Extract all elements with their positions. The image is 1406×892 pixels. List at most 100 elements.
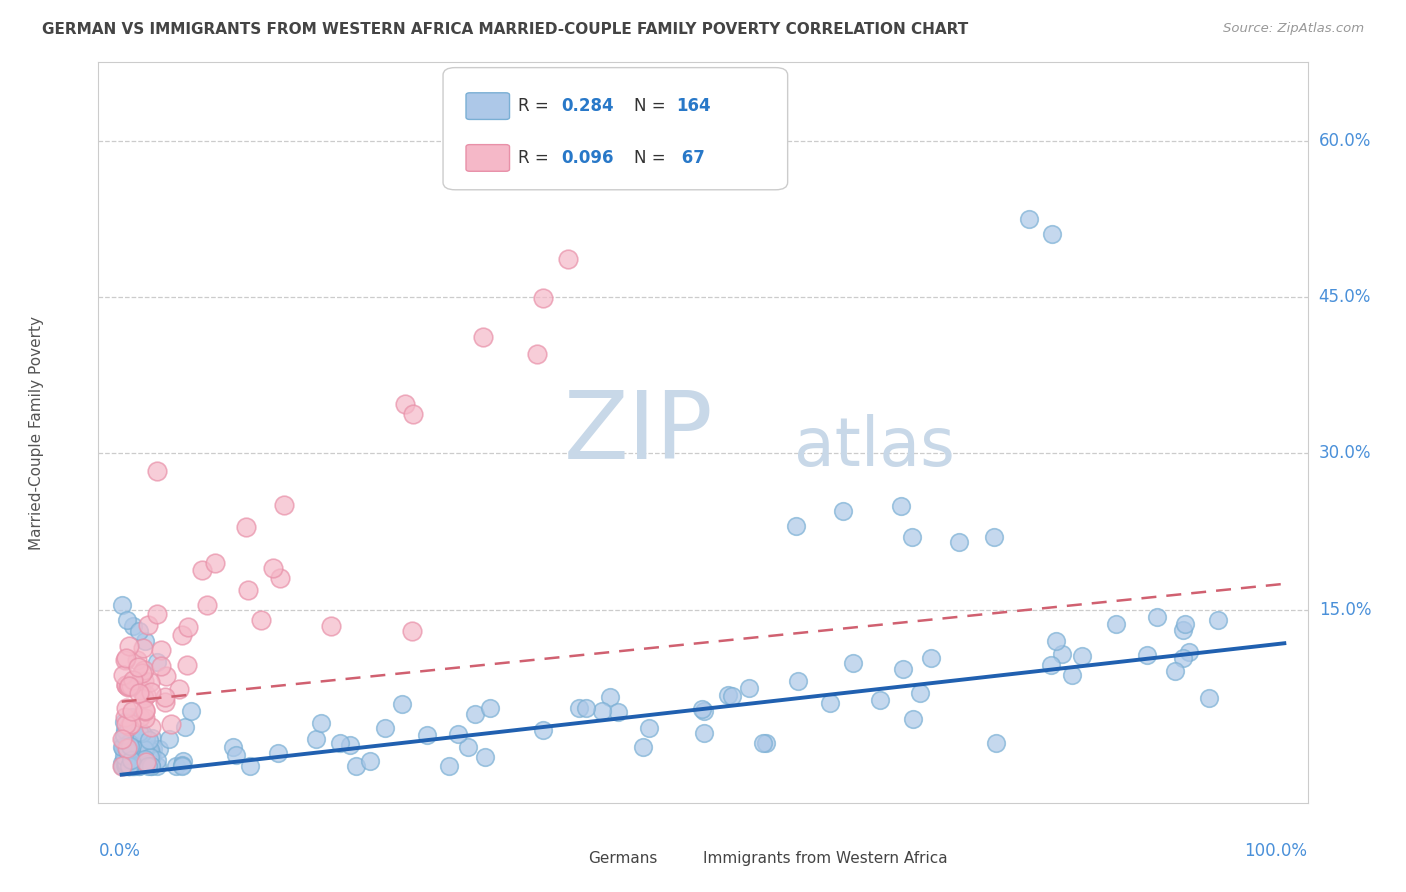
Point (138, 743, 160, 757)
Point (120, 739, 142, 753)
Point (401, 624, 423, 638)
Text: 0.284: 0.284 (561, 97, 614, 115)
Point (471, 330, 494, 344)
Text: ZIP: ZIP (564, 386, 714, 479)
Point (1136, 648, 1159, 662)
Point (112, 668, 135, 682)
Point (114, 751, 136, 765)
Point (167, 681, 190, 696)
Text: N =: N = (634, 97, 671, 115)
Point (127, 660, 149, 674)
Point (339, 738, 361, 752)
Point (111, 756, 134, 771)
Point (239, 759, 262, 773)
Point (111, 732, 134, 747)
Point (751, 736, 773, 750)
Point (890, 499, 912, 513)
Point (474, 750, 496, 764)
Point (128, 759, 150, 773)
Point (128, 748, 150, 763)
Point (129, 683, 152, 698)
Point (112, 742, 135, 756)
Point (114, 743, 136, 757)
FancyBboxPatch shape (664, 845, 700, 871)
Point (117, 759, 139, 773)
Point (901, 530, 924, 544)
Point (869, 692, 891, 706)
Point (118, 759, 141, 773)
Point (135, 688, 157, 702)
Text: Married-Couple Family Poverty: Married-Couple Family Poverty (30, 316, 44, 549)
Point (148, 742, 170, 756)
Text: atlas: atlas (793, 415, 955, 481)
Point (138, 751, 160, 765)
Point (592, 704, 614, 718)
Point (117, 739, 139, 753)
Point (136, 742, 159, 756)
Point (134, 742, 156, 756)
Point (273, 498, 295, 512)
Point (141, 720, 163, 734)
Point (111, 598, 134, 612)
Point (831, 504, 853, 518)
Point (155, 696, 177, 710)
Point (155, 669, 177, 683)
Point (118, 759, 141, 773)
Point (134, 752, 156, 766)
Point (984, 736, 1007, 750)
Point (531, 723, 554, 738)
Point (149, 643, 172, 657)
Point (135, 756, 157, 770)
Point (114, 756, 136, 770)
Point (692, 702, 714, 716)
Point (112, 733, 135, 747)
Point (122, 618, 145, 632)
Text: 45.0%: 45.0% (1319, 288, 1371, 306)
Point (120, 716, 142, 731)
Point (568, 700, 591, 714)
Point (138, 732, 160, 747)
Point (755, 736, 778, 750)
Point (479, 701, 502, 715)
Point (402, 407, 425, 421)
Point (132, 641, 155, 656)
Point (120, 679, 142, 693)
Point (117, 754, 139, 768)
Point (117, 613, 139, 627)
Point (1040, 227, 1063, 242)
Point (920, 651, 942, 665)
Point (720, 689, 742, 703)
Point (191, 563, 214, 577)
Text: N =: N = (634, 149, 671, 167)
Point (121, 747, 143, 762)
Point (172, 754, 194, 768)
Point (114, 759, 136, 773)
Point (121, 710, 143, 724)
Point (136, 756, 159, 771)
Text: 60.0%: 60.0% (1319, 132, 1371, 150)
Point (785, 519, 807, 533)
Point (983, 530, 1005, 544)
Point (136, 759, 159, 773)
Point (464, 706, 486, 721)
Point (131, 747, 153, 762)
FancyBboxPatch shape (465, 145, 509, 171)
Point (141, 731, 163, 745)
Point (136, 618, 159, 632)
Point (114, 678, 136, 692)
Point (1208, 613, 1230, 627)
Point (1040, 657, 1063, 672)
Point (128, 709, 150, 723)
Point (121, 756, 143, 770)
FancyBboxPatch shape (548, 845, 586, 871)
Point (129, 746, 152, 760)
Text: 0.096: 0.096 (561, 149, 614, 167)
Point (114, 709, 136, 723)
Point (128, 759, 150, 773)
Point (533, 291, 555, 305)
Point (134, 743, 156, 757)
Point (121, 705, 143, 719)
Point (165, 759, 187, 773)
Point (1198, 690, 1220, 705)
Point (344, 759, 367, 773)
